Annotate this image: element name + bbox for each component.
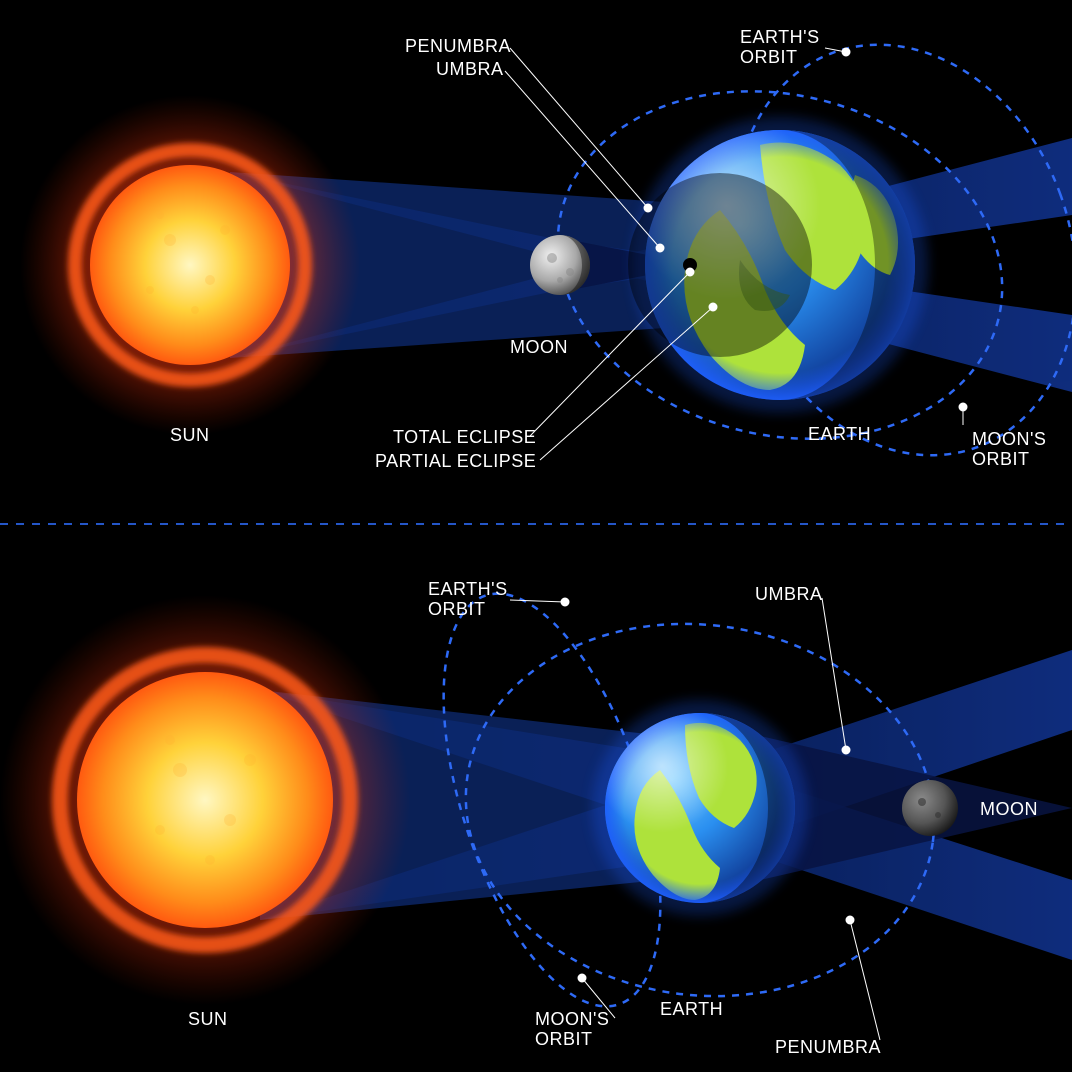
label-solar-total: TOTAL ECLIPSE [393, 428, 536, 448]
eclipse-diagram: SUN MOON EARTH PENUMBRA UMBRA EARTH'S OR… [0, 0, 1072, 1072]
solar-penumbra-disc [628, 173, 812, 357]
label-lunar-sun: SUN [188, 1010, 228, 1030]
label-lunar-umbra: UMBRA [755, 585, 823, 605]
label-lunar-earth: EARTH [660, 1000, 723, 1020]
lunar-panel [0, 568, 1072, 1040]
label-solar-sun: SUN [170, 426, 210, 446]
lunar-earth [592, 700, 808, 916]
label-solar-moons-orbit: MOON'S ORBIT [972, 430, 1046, 470]
label-solar-umbra: UMBRA [436, 60, 504, 80]
solar-moon [530, 235, 590, 295]
label-lunar-penumbra: PENUMBRA [775, 1038, 881, 1058]
lunar-moon [902, 780, 958, 836]
lunar-sun [0, 595, 410, 1005]
label-solar-penumbra: PENUMBRA [405, 37, 511, 57]
label-solar-earths-orbit: EARTH'S ORBIT [740, 28, 820, 68]
diagram-svg [0, 0, 1072, 1072]
label-lunar-earths-orbit: EARTH'S ORBIT [428, 580, 508, 620]
label-solar-earth: EARTH [808, 425, 871, 445]
label-lunar-moon: MOON [980, 800, 1038, 820]
label-lunar-moons-orbit: MOON'S ORBIT [535, 1010, 609, 1050]
label-solar-moon: MOON [510, 338, 568, 358]
solar-sun [20, 95, 360, 435]
label-solar-partial: PARTIAL ECLIPSE [375, 452, 536, 472]
